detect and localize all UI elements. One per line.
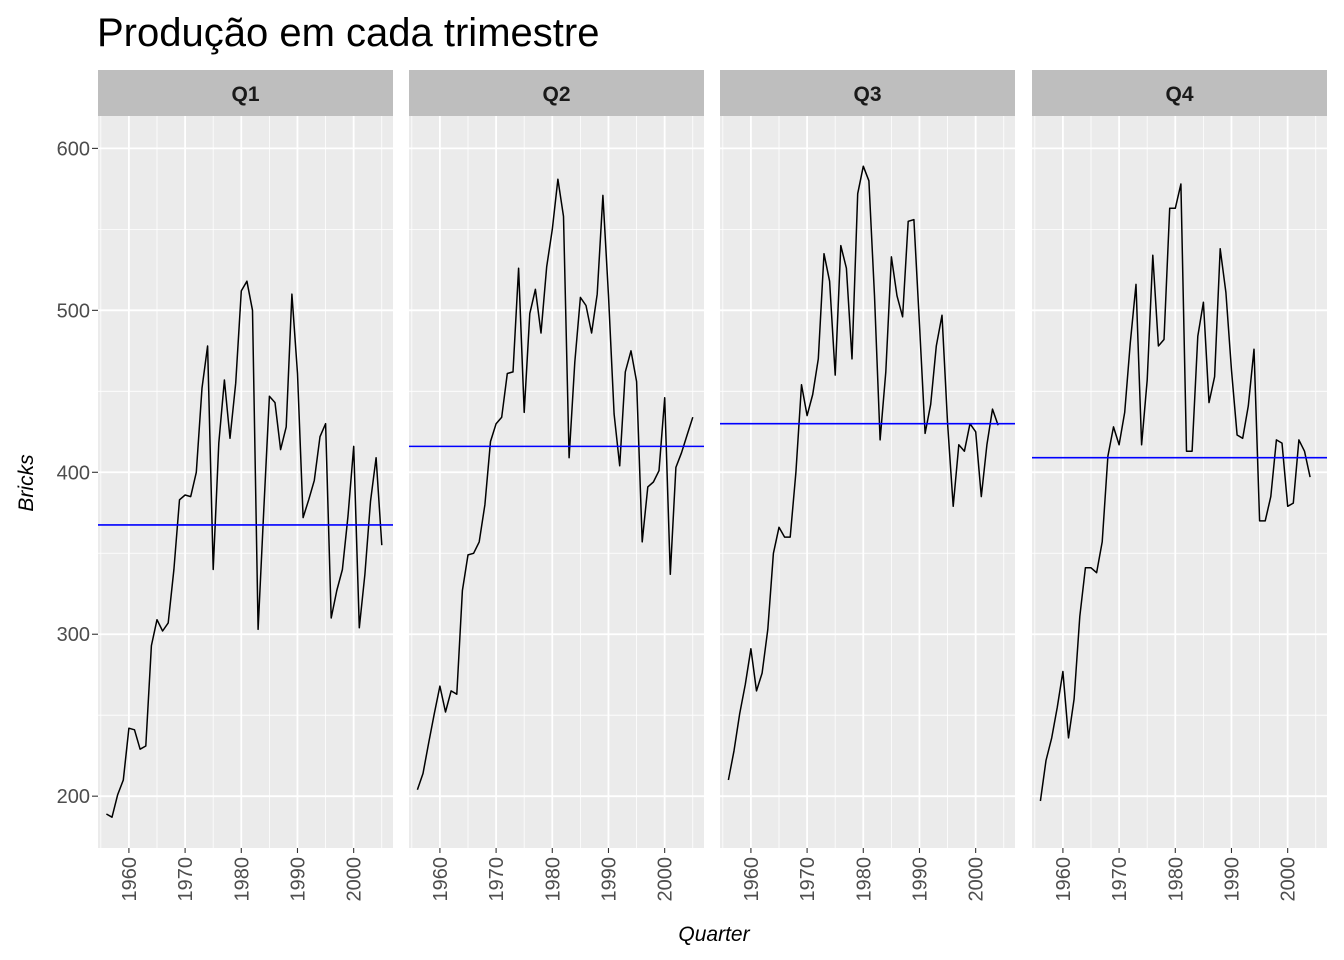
x-tick-label: 1990 xyxy=(598,857,620,902)
x-tick-label: 1960 xyxy=(430,857,452,902)
facet-strip xyxy=(720,70,1015,116)
x-axis-title: Quarter xyxy=(678,923,750,946)
panel-background xyxy=(98,116,393,848)
x-tick-label: 1970 xyxy=(175,857,197,902)
y-axis-title: Bricks xyxy=(15,454,38,512)
series-line xyxy=(727,165,999,781)
x-tick-label: 2000 xyxy=(655,857,677,902)
facet-strip-label: Q4 xyxy=(1165,83,1193,106)
facet-panel-q3: Q3 1960 1970 1980 1990 2000 xyxy=(720,70,1015,902)
y-tick-label: 400 xyxy=(57,462,90,484)
x-tick-label: 2000 xyxy=(344,857,366,902)
x-tick-label: 1970 xyxy=(1109,857,1131,902)
facet-panels: 200 300 400 500 600 Q1 1960 1970 1980 1990 2000 Q2 1… xyxy=(57,70,1327,902)
x-tick-label: 2000 xyxy=(1278,857,1300,902)
y-tick-label: 500 xyxy=(57,300,90,322)
facet-strip xyxy=(409,70,704,116)
facet-panel-q4: Q4 1960 1970 1980 1990 2000 xyxy=(1032,70,1327,902)
panel-background xyxy=(720,116,1015,848)
x-tick-label: 1980 xyxy=(542,857,564,902)
facet-strip-label: Q2 xyxy=(542,83,570,106)
x-tick-label: 1990 xyxy=(909,857,931,902)
chart-title: Produção em cada trimestre xyxy=(97,11,599,55)
series-line xyxy=(416,178,694,790)
x-tick-label: 1980 xyxy=(853,857,875,902)
facet-panel-q2: Q2 1960 1970 1980 1990 2000 xyxy=(409,70,704,902)
x-tick-label: 1990 xyxy=(287,857,309,902)
x-tick-label: 1980 xyxy=(1165,857,1187,902)
facet-strip xyxy=(98,70,393,116)
series-line xyxy=(106,280,383,818)
x-tick-label: 1960 xyxy=(1053,857,1075,902)
series-line xyxy=(1039,183,1311,802)
facet-strip-label: Q1 xyxy=(231,83,259,106)
y-tick-label: 600 xyxy=(57,138,90,160)
x-tick-label: 2000 xyxy=(966,857,988,902)
x-tick-label: 1960 xyxy=(741,857,763,902)
facet-strip-label: Q3 xyxy=(853,83,881,106)
x-tick-label: 1970 xyxy=(486,857,508,902)
panel-background xyxy=(1032,116,1327,848)
facet-panel-q1: Q1 1960 1970 1980 1990 2000 xyxy=(98,70,393,902)
x-tick-label: 1990 xyxy=(1221,857,1243,902)
y-tick-label: 300 xyxy=(57,624,90,646)
x-tick-label: 1980 xyxy=(231,857,253,902)
x-tick-label: 1970 xyxy=(797,857,819,902)
y-tick-label: 200 xyxy=(57,786,90,808)
panel-background xyxy=(409,116,704,848)
x-tick-label: 1960 xyxy=(119,857,141,902)
facet-strip xyxy=(1032,70,1327,116)
